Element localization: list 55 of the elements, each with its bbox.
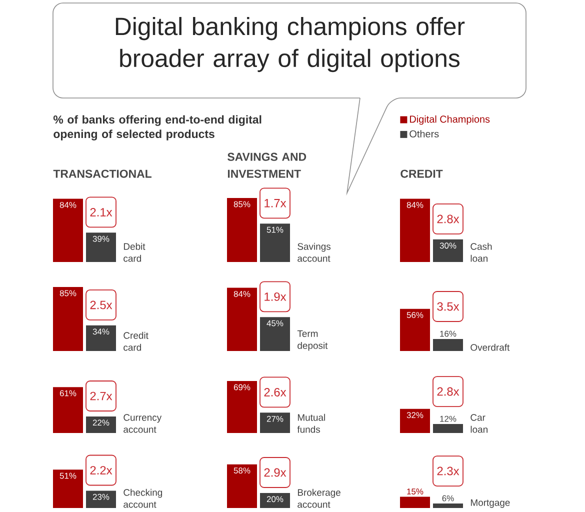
annotation: 1.7x [264, 199, 286, 208]
annotation: 3.5x [437, 302, 460, 311]
x-axis-title: Mortgage [470, 499, 510, 508]
data-label: 20% [266, 496, 284, 502]
data-label: 85% [60, 290, 76, 296]
data-label: 84% [406, 202, 424, 208]
text: % of banks offering end-to-end digital opening of selected products [53, 115, 262, 140]
data-label: 58% [234, 468, 250, 474]
x-axis-title: Car loan [470, 414, 488, 433]
data-label: 32% [406, 412, 424, 418]
x-axis-title: Mutual funds [297, 414, 325, 433]
legend-label: Digital Champions [410, 115, 490, 125]
annotation: 2.8x [437, 214, 460, 224]
data-label: 30% [440, 242, 456, 249]
data-label: 56% [406, 312, 424, 318]
x-axis-title: Cash loan [470, 242, 492, 262]
annotation: 2.5x [90, 300, 112, 310]
x-axis-title: Credit card [124, 332, 148, 351]
data-label: 84% [234, 290, 250, 297]
annotation: 2.9x [264, 468, 286, 477]
data-label: 51% [266, 226, 284, 233]
data-label: 69% [234, 384, 250, 390]
text: 2.8x [437, 387, 460, 396]
annotation: 2.6x [264, 388, 286, 396]
x-axis-title: Debit card [124, 242, 146, 262]
x-axis-title: Savings account [298, 242, 331, 262]
x-axis-title: Term deposit [297, 330, 328, 351]
annotation: 2.1x [90, 208, 112, 216]
chart-title: CREDIT [400, 170, 443, 178]
chart-title: SAVINGS AND INVESTMENT [228, 152, 306, 178]
data-label: 22% [92, 420, 110, 426]
data-label: 34% [92, 328, 110, 335]
data-label: 85% [234, 201, 250, 208]
data-label: 61% [60, 390, 76, 396]
legend-label: Others [410, 130, 439, 138]
x-axis-title: Checking account [124, 488, 162, 508]
data-label: 6% [442, 495, 454, 502]
chart-title: TRANSACTIONAL [53, 170, 152, 178]
text: Digital banking champions offer broader array of digital options [116, 16, 465, 72]
x-axis-title: Overdraft [470, 344, 510, 351]
data-label: 27% [266, 416, 284, 422]
data-label: 12% [440, 416, 456, 422]
text: 2.3x [437, 466, 460, 476]
annotation: 1.9x [264, 292, 286, 301]
x-axis-title: Currency account [124, 414, 162, 433]
annotation: 2.7x [90, 392, 112, 400]
data-label: 16% [440, 330, 456, 337]
data-label: 15% [407, 488, 424, 495]
data-label: 51% [60, 472, 76, 479]
data-label: 45% [266, 320, 284, 326]
x-axis-title: Brokerage account [298, 488, 340, 508]
annotation: 2.2x [90, 466, 112, 474]
data-label: 23% [92, 494, 110, 500]
data-label: 84% [60, 202, 76, 208]
data-label: 39% [92, 236, 110, 242]
